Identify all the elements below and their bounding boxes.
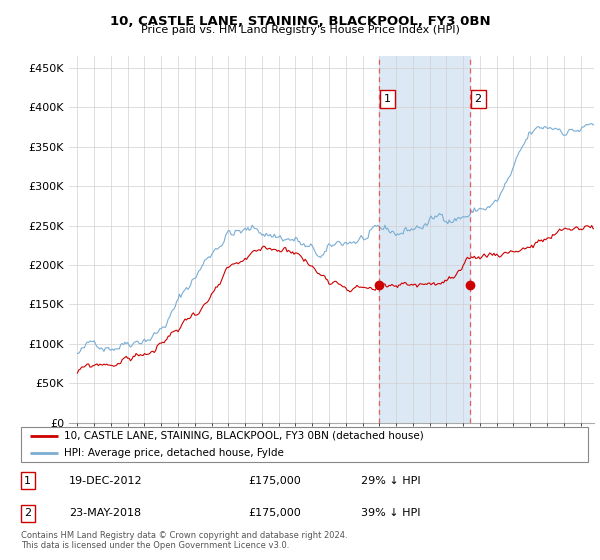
Text: 1: 1 bbox=[383, 95, 391, 104]
Text: 23-MAY-2018: 23-MAY-2018 bbox=[69, 508, 142, 519]
Text: Contains HM Land Registry data © Crown copyright and database right 2024.: Contains HM Land Registry data © Crown c… bbox=[21, 531, 347, 540]
Text: 10, CASTLE LANE, STAINING, BLACKPOOL, FY3 0BN (detached house): 10, CASTLE LANE, STAINING, BLACKPOOL, FY… bbox=[64, 431, 423, 441]
Bar bbox=[379, 56, 470, 423]
Text: 19-DEC-2012: 19-DEC-2012 bbox=[69, 475, 143, 486]
Text: 29% ↓ HPI: 29% ↓ HPI bbox=[361, 475, 421, 486]
Text: 1: 1 bbox=[25, 475, 31, 486]
Text: £175,000: £175,000 bbox=[248, 508, 301, 519]
Text: 10, CASTLE LANE, STAINING, BLACKPOOL, FY3 0BN: 10, CASTLE LANE, STAINING, BLACKPOOL, FY… bbox=[110, 15, 490, 27]
Text: £175,000: £175,000 bbox=[248, 475, 301, 486]
Text: This data is licensed under the Open Government Licence v3.0.: This data is licensed under the Open Gov… bbox=[21, 541, 289, 550]
Text: 2: 2 bbox=[24, 508, 31, 519]
Text: 39% ↓ HPI: 39% ↓ HPI bbox=[361, 508, 421, 519]
FancyBboxPatch shape bbox=[21, 427, 588, 462]
Text: HPI: Average price, detached house, Fylde: HPI: Average price, detached house, Fyld… bbox=[64, 449, 283, 458]
Text: 2: 2 bbox=[475, 95, 482, 104]
Text: Price paid vs. HM Land Registry's House Price Index (HPI): Price paid vs. HM Land Registry's House … bbox=[140, 25, 460, 35]
